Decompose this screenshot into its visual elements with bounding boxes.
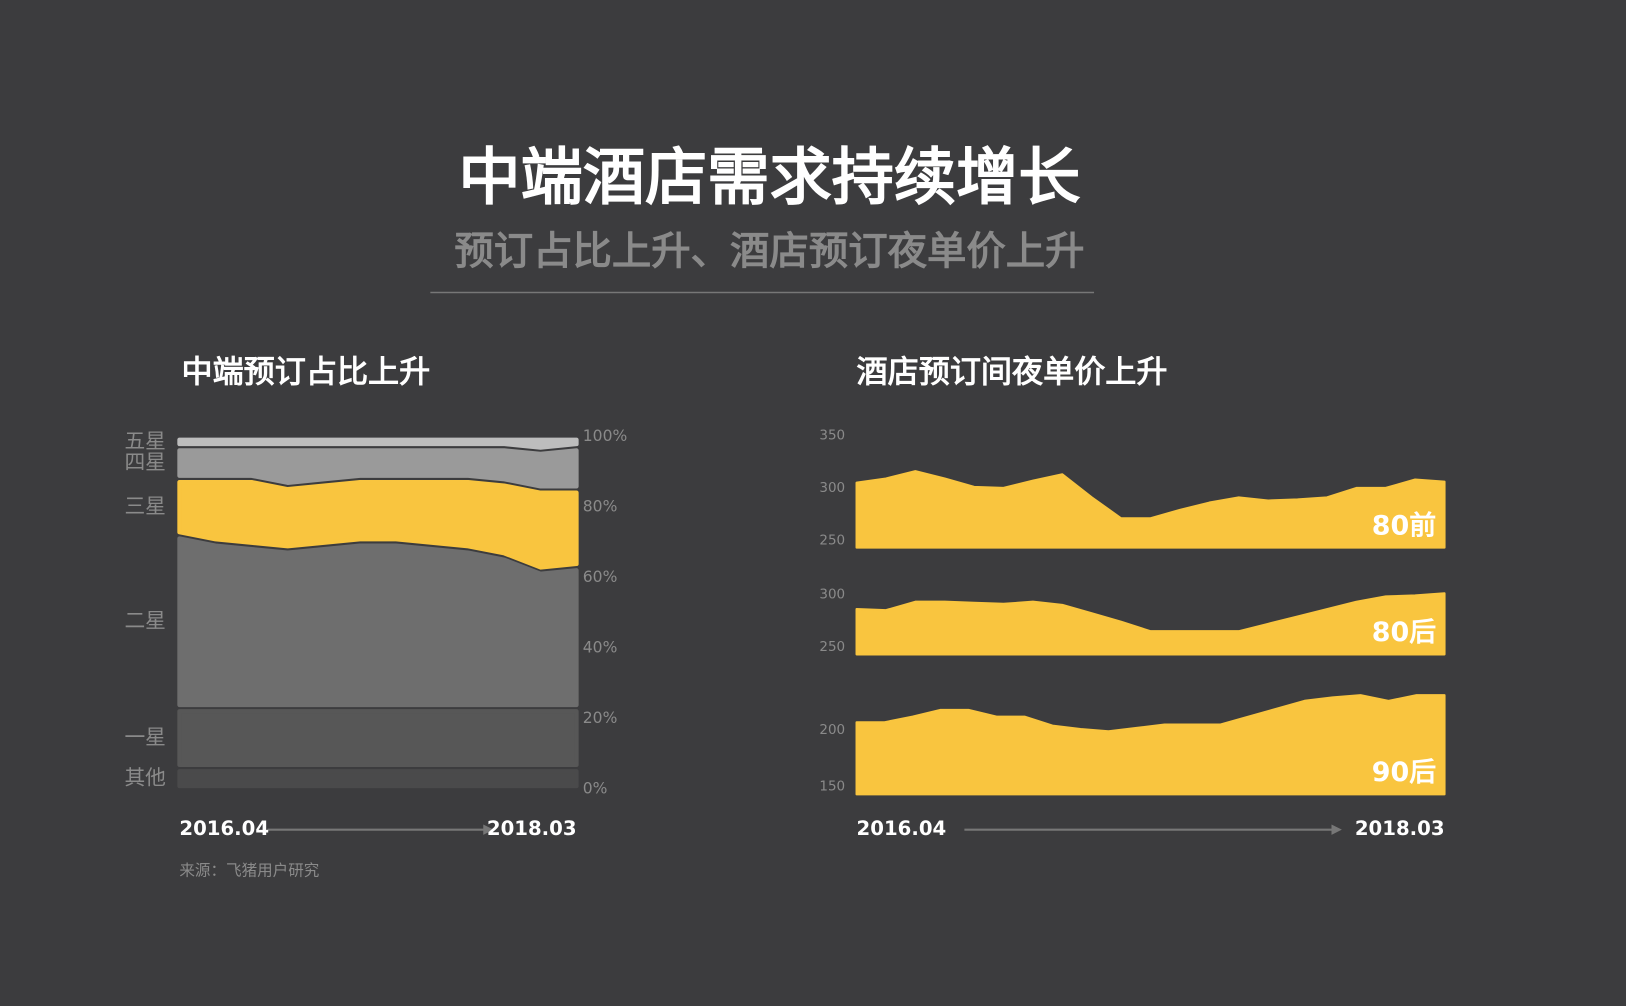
area: [855, 470, 1446, 549]
legend-label: 其他: [124, 766, 165, 790]
title: 中端酒店需求持续增长: [458, 141, 1081, 214]
y-tick-label: 250: [819, 532, 845, 548]
area-band: [177, 536, 579, 708]
area: [855, 694, 1446, 796]
series-label: 90后: [1372, 757, 1437, 788]
source: 来源：飞猪用户研究: [179, 862, 319, 880]
x-tick-label: 2016.04: [179, 817, 269, 840]
y-tick-label: 250: [819, 639, 845, 655]
y-tick-label: 40%: [583, 639, 618, 657]
x-tick-label: 2018.03: [1355, 817, 1445, 840]
legend-label: 四星: [124, 450, 165, 474]
area-band: [177, 448, 579, 489]
area-band: [177, 437, 579, 450]
subtitle: 预订占比上升、酒店预订夜单价上升: [454, 229, 1084, 275]
y-tick-label: 200: [819, 722, 845, 738]
area-band: [177, 769, 579, 789]
area: [855, 592, 1446, 656]
legend-label: 一星: [124, 725, 165, 749]
series-label: 80前: [1372, 509, 1436, 541]
legend-label: 五星: [124, 429, 165, 453]
y-tick-label: 80%: [583, 498, 618, 516]
chart-title: 中端预订占比上升: [181, 354, 430, 390]
y-tick-label: 60%: [583, 568, 618, 586]
y-tick-label: 100%: [583, 427, 627, 445]
right-arrow: [964, 824, 1342, 835]
series-label: 80后: [1372, 617, 1437, 648]
x-tick-label: 2016.04: [857, 817, 947, 840]
area-band: [177, 479, 579, 570]
y-tick-label: 20%: [583, 709, 618, 727]
y-tick-label: 300: [819, 480, 845, 496]
chart-title: 酒店预订间夜单价上升: [857, 354, 1168, 390]
x-tick-label: 2018.03: [487, 817, 577, 840]
legend-label: 三星: [124, 494, 165, 518]
legend-label: 二星: [124, 609, 165, 633]
y-tick-label: 0%: [583, 780, 608, 798]
left-arrow: [267, 824, 494, 835]
y-tick-label: 300: [819, 586, 845, 602]
area-band: [177, 709, 579, 768]
y-tick-label: 150: [819, 779, 845, 795]
y-tick-label: 350: [819, 428, 845, 444]
